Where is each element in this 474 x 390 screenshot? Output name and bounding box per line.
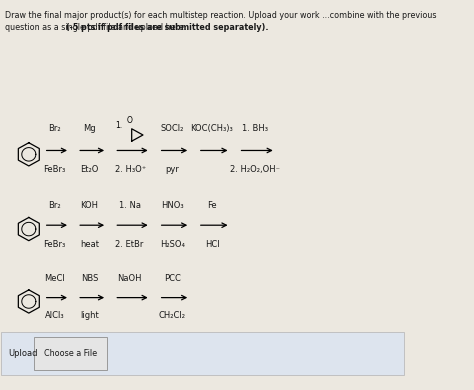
Text: Upload: Upload	[9, 349, 38, 358]
Text: CH₂Cl₂: CH₂Cl₂	[159, 311, 186, 320]
Text: HNO₃: HNO₃	[161, 201, 184, 210]
Text: pyr: pyr	[165, 165, 179, 174]
Text: (-5 pts if pdf files are submitted separately).: (-5 pts if pdf files are submitted separ…	[66, 23, 269, 32]
Text: NBS: NBS	[81, 274, 98, 283]
Text: HCl: HCl	[205, 239, 219, 248]
Text: Choose a File: Choose a File	[45, 349, 98, 358]
Text: 1.: 1.	[116, 121, 123, 130]
FancyBboxPatch shape	[1, 332, 404, 375]
Text: 1. BH₃: 1. BH₃	[242, 124, 268, 133]
Text: 2. EtBr: 2. EtBr	[116, 239, 144, 248]
Text: 2. H₂O₂,OH⁻: 2. H₂O₂,OH⁻	[230, 165, 280, 174]
Text: FeBr₃: FeBr₃	[44, 239, 66, 248]
Text: Br₂: Br₂	[48, 124, 61, 133]
Text: question as a single pdf file and upload here.: question as a single pdf file and upload…	[5, 23, 189, 32]
Text: KOC(CH₃)₃: KOC(CH₃)₃	[191, 124, 233, 133]
Text: Mg: Mg	[83, 124, 96, 133]
Text: NaOH: NaOH	[118, 274, 142, 283]
Text: Br₂: Br₂	[48, 201, 61, 210]
Text: 2. H₃O⁺: 2. H₃O⁺	[115, 165, 146, 174]
Text: Draw the final major product(s) for each multistep reaction. Upload your work ..: Draw the final major product(s) for each…	[5, 11, 437, 20]
Text: O: O	[127, 116, 133, 125]
Text: PCC: PCC	[164, 274, 181, 283]
Text: heat: heat	[80, 239, 99, 248]
FancyBboxPatch shape	[35, 337, 108, 370]
Text: Et₂O: Et₂O	[80, 165, 99, 174]
Text: H₂SO₄: H₂SO₄	[160, 239, 185, 248]
Text: SOCl₂: SOCl₂	[161, 124, 184, 133]
Text: AlCl₃: AlCl₃	[45, 311, 64, 320]
Text: KOH: KOH	[80, 201, 98, 210]
Text: Fe: Fe	[207, 201, 217, 210]
Text: MeCl: MeCl	[44, 274, 65, 283]
Text: 1. Na: 1. Na	[118, 201, 141, 210]
Text: light: light	[80, 311, 99, 320]
Text: FeBr₃: FeBr₃	[44, 165, 66, 174]
